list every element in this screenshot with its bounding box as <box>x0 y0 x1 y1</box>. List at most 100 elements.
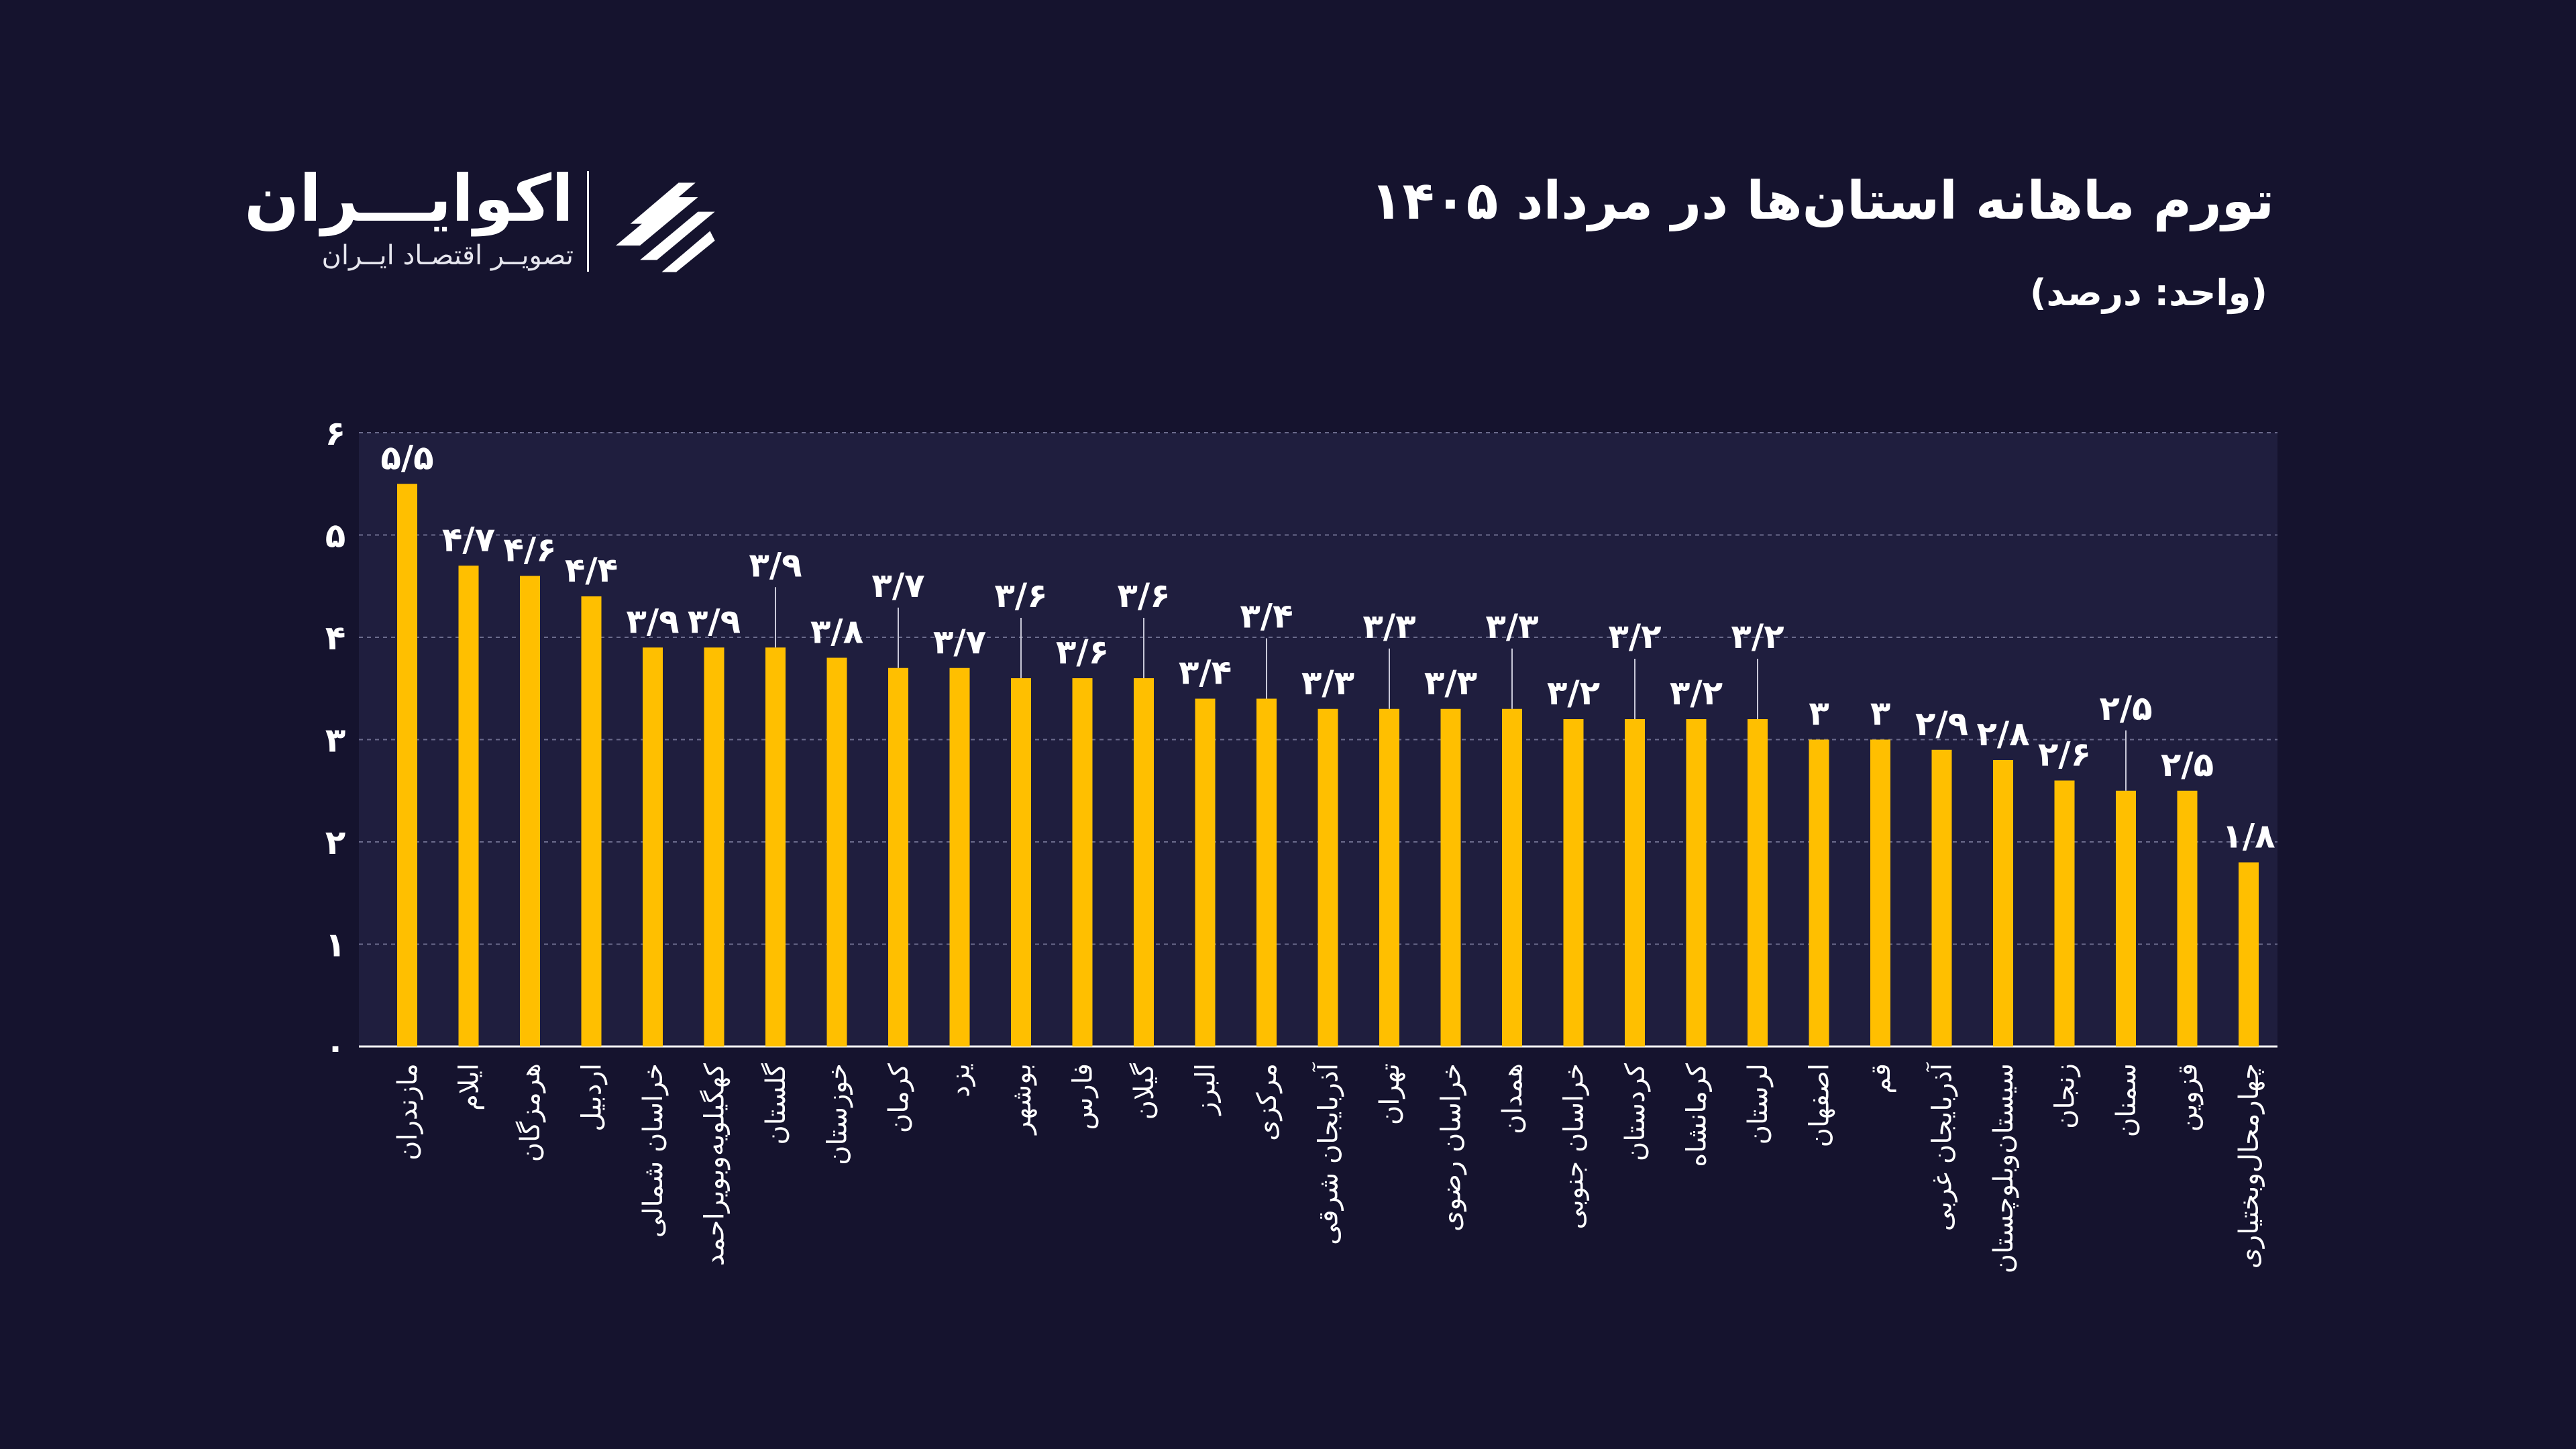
bar <box>888 667 908 1046</box>
data-label: ۳/۳ <box>1362 607 1415 646</box>
data-label: ۳/۲ <box>1670 674 1723 712</box>
bar <box>1625 719 1645 1046</box>
data-label: ۲/۸ <box>1976 714 2029 753</box>
data-label: ۳/۷ <box>871 566 924 605</box>
bar <box>1318 708 1338 1046</box>
bar <box>1134 678 1154 1046</box>
chart-title: تورم ماهانه استان‌ها در مرداد ۱۴۰۵ <box>1370 171 2274 231</box>
data-label: ۲/۵ <box>2161 745 2214 784</box>
data-label: ۲/۵ <box>2099 689 2152 728</box>
bar <box>1809 739 1829 1046</box>
x-tick-label: سمنان <box>2111 1063 2142 1137</box>
data-label: ۴/۷ <box>442 520 495 559</box>
x-tick-label: چهارمحال‌وبختیاری <box>2234 1063 2265 1269</box>
bar <box>458 566 479 1046</box>
data-label: ۳/۶ <box>994 576 1047 615</box>
x-tick-label: لرستان <box>1743 1063 1774 1144</box>
data-label: ۳ <box>1809 694 1829 733</box>
x-tick-label: خوزستان <box>822 1063 853 1165</box>
data-label: ۳/۳ <box>1301 663 1354 702</box>
x-tick-label: مازندران <box>392 1063 423 1161</box>
bar <box>2116 790 2136 1046</box>
bar <box>704 647 724 1046</box>
chart-subtitle: (واحد: درصد) <box>2029 272 2267 314</box>
data-label: ۳/۷ <box>933 623 986 661</box>
bar <box>1256 698 1277 1046</box>
data-label: ۳/۲ <box>1731 617 1784 656</box>
bar <box>1502 708 1522 1046</box>
data-label: ۵/۵ <box>380 438 433 477</box>
bar <box>1686 719 1707 1046</box>
data-label: ۴/۴ <box>565 551 618 590</box>
y-tick-label: ۶ <box>325 414 346 453</box>
bar <box>2054 780 2075 1046</box>
brand-divider <box>587 171 589 272</box>
bar <box>1072 678 1093 1046</box>
bar <box>581 596 602 1046</box>
bar <box>1011 678 1031 1046</box>
data-label: ۳/۴ <box>1240 597 1293 636</box>
bar <box>520 576 540 1046</box>
x-tick-label: اردبیل <box>577 1063 608 1132</box>
x-tick-label: خراسان شمالی <box>638 1063 669 1238</box>
x-tick-label: خراسان رضوی <box>1436 1063 1467 1232</box>
y-tick-label: ۰ <box>325 1028 346 1067</box>
x-tick-label: کردستان <box>1620 1063 1651 1161</box>
bar <box>1748 719 1768 1046</box>
bar <box>643 647 663 1046</box>
x-tick-label: یزد <box>945 1063 976 1097</box>
x-tick-label: فارس <box>1068 1063 1099 1130</box>
x-tick-label: قم <box>1866 1063 1896 1094</box>
data-label: ۳/۹ <box>626 602 679 641</box>
data-label: ۴/۶ <box>503 531 556 570</box>
data-label: ۳/۲ <box>1547 674 1600 712</box>
bar <box>1195 698 1216 1046</box>
bar <box>765 647 786 1046</box>
bar <box>1870 739 1890 1046</box>
data-label: ۳/۲ <box>1608 617 1661 656</box>
data-label: ۳/۳ <box>1485 607 1538 646</box>
x-tick-label: خراسان جنوبی <box>1559 1063 1590 1230</box>
bar <box>1931 749 1952 1046</box>
data-label: ۳ <box>1870 694 1891 733</box>
bar <box>2239 862 2259 1046</box>
y-tick-label: ۲ <box>325 823 346 862</box>
x-tick-label: البرز <box>1191 1063 1222 1116</box>
x-tick-label: کرمانشاه <box>1682 1063 1713 1167</box>
x-tick-label: قزوین <box>2173 1063 2204 1132</box>
data-label: ۳/۶ <box>1117 576 1170 615</box>
bar <box>1993 760 2013 1046</box>
x-tick-label: تهران <box>1375 1063 1405 1125</box>
data-label: ۲/۹ <box>1915 704 1968 743</box>
x-tick-label: زنجان <box>2050 1063 2081 1129</box>
x-tick-label: ایلام <box>454 1063 485 1111</box>
x-tick-label: گلستان <box>761 1063 792 1145</box>
brand-name: اکوایـــران <box>244 161 574 236</box>
brand-block: اکوایـــران تصویــر اقتصـاد ایــران <box>244 161 745 282</box>
bar <box>1379 708 1399 1046</box>
bar <box>397 484 417 1046</box>
data-label: ۲/۶ <box>2038 735 2091 774</box>
data-label: ۳/۶ <box>1056 633 1109 672</box>
data-label: ۳/۸ <box>810 612 863 651</box>
x-tick-label: بوشهر <box>1006 1063 1037 1136</box>
y-tick-label: ۱ <box>325 926 346 965</box>
data-label: ۳/۳ <box>1424 663 1477 702</box>
x-tick-label: اصفهان <box>1805 1063 1835 1147</box>
data-label: ۳/۹ <box>749 545 802 584</box>
brand-tagline: تصویــر اقتصـاد ایــران <box>321 240 574 271</box>
x-tick-label: هرمزگان <box>515 1063 546 1162</box>
data-label: ۱/۸ <box>2222 817 2275 856</box>
x-tick-label: سیستان‌وبلوچستان <box>1988 1063 2019 1273</box>
x-tick-label: کهگیلویه‌وبویراحمد <box>700 1063 731 1266</box>
ecoiran-logo-icon <box>616 182 715 272</box>
bar <box>1563 719 1584 1046</box>
data-label: ۳/۴ <box>1179 653 1232 692</box>
bar <box>826 657 847 1046</box>
x-tick-label: آذربایجان غربی <box>1926 1062 1958 1231</box>
x-tick-label: آذربایجان شرقی <box>1312 1062 1344 1245</box>
y-tick-label: ۴ <box>325 619 346 657</box>
bar <box>2177 790 2198 1046</box>
y-tick-label: ۳ <box>325 721 346 760</box>
data-label: ۳/۹ <box>688 602 741 641</box>
